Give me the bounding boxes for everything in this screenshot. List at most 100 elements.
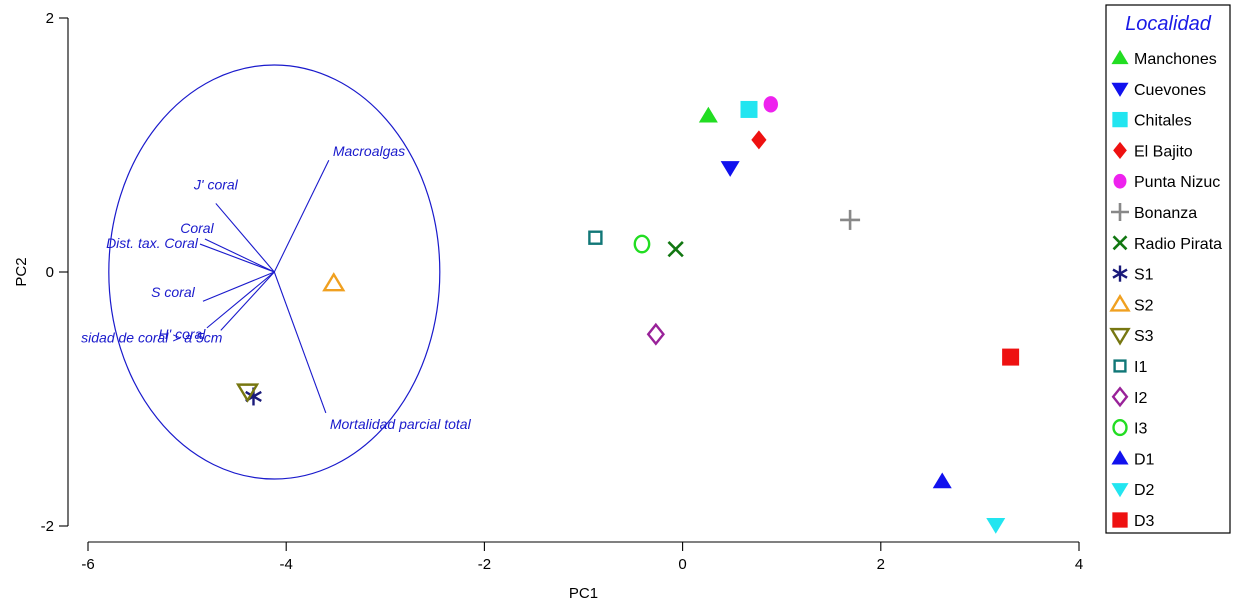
- vector-label: H' coral: [158, 326, 206, 342]
- vector-label: J' coral: [193, 176, 239, 192]
- legend-label: Radio Pirata: [1134, 236, 1222, 253]
- loading-vector: [215, 203, 275, 273]
- marker-shape: [1111, 450, 1129, 465]
- y-axis-title: PC2: [13, 257, 30, 286]
- marker-shape: [1112, 419, 1128, 437]
- legend-entry: Radio Pirata: [1112, 235, 1222, 253]
- legend-entry: D1: [1111, 450, 1155, 468]
- vector-label: sidad de coral > a 5cm: [81, 329, 223, 345]
- data-point: [588, 230, 603, 245]
- legend-entry: Chitales: [1112, 111, 1192, 130]
- y-tick-label: 0: [46, 264, 54, 281]
- data-point: [646, 322, 665, 346]
- marker-shape: [751, 130, 767, 150]
- loading-vector: [202, 271, 275, 302]
- data-point: [698, 106, 718, 123]
- legend-label: S2: [1134, 297, 1154, 314]
- marker-shape: [1112, 512, 1128, 528]
- vector-label: Mortalidad parcial total: [330, 416, 472, 432]
- legend: Localidad Manchones Cuevones Chitales El Baj…: [1105, 4, 1231, 534]
- loading-vector: [206, 271, 275, 329]
- marker-shape: [720, 161, 740, 177]
- legend-entry: El Bajito: [1113, 141, 1193, 160]
- legend-label: El Bajito: [1134, 143, 1193, 160]
- legend-marker: [1112, 111, 1128, 128]
- legend-label: D3: [1134, 513, 1155, 530]
- data-point: [667, 241, 684, 258]
- legend-entry: I2: [1111, 386, 1147, 408]
- legend-marker: [1112, 419, 1128, 437]
- legend-marker: [1111, 82, 1129, 97]
- marker-shape: [1111, 386, 1129, 408]
- x-tick-label: -6: [81, 556, 94, 573]
- y-tick-label: 2: [46, 10, 54, 27]
- legend-entry: D2: [1111, 482, 1155, 499]
- legend-label: Punta Nizuc: [1134, 174, 1220, 191]
- legend-marker: [1113, 173, 1127, 189]
- marker-shape: [740, 100, 758, 118]
- legend-label: D1: [1134, 451, 1155, 468]
- legend-label: I3: [1134, 421, 1147, 438]
- legend-label: I1: [1134, 359, 1147, 376]
- loading-vector: [199, 243, 275, 273]
- marker-shape: [1112, 268, 1128, 279]
- marker-shape: [763, 96, 778, 113]
- data-point: [322, 272, 346, 292]
- marker-shape: [667, 241, 684, 258]
- vector-label: Dist. tax. Coral: [106, 235, 199, 251]
- marker-shape: [1113, 359, 1127, 373]
- legend-marker: [1111, 450, 1129, 465]
- data-point: [932, 472, 952, 489]
- legend-entry: D3: [1112, 512, 1155, 530]
- marker-shape: [235, 383, 260, 403]
- x-tick-label: 0: [678, 556, 686, 573]
- vector-label: Coral: [180, 220, 214, 236]
- legend-entry: Bonanza: [1111, 203, 1197, 222]
- vector-label: S coral: [151, 284, 195, 300]
- legend-label: S1: [1134, 267, 1154, 284]
- marker-shape: [1113, 141, 1127, 159]
- legend-marker: [1109, 327, 1131, 346]
- marker-shape: [633, 234, 651, 254]
- legend-entry: I1: [1113, 359, 1147, 376]
- axes-layer: -6 -4 -2 0 2 4 -2 0 2 PC1 PC2: [13, 10, 1083, 602]
- data-point: [720, 161, 740, 177]
- loading-vector: [273, 271, 327, 414]
- legend-label: Cuevones: [1134, 82, 1206, 99]
- x-tick-label: 4: [1075, 556, 1083, 573]
- legend-label: I2: [1134, 390, 1147, 407]
- legend-entry: Punta Nizuc: [1113, 173, 1220, 191]
- data-point: [235, 383, 260, 403]
- marker-shape: [1111, 82, 1129, 97]
- marker-shape: [1109, 327, 1131, 346]
- y-tick-label: -2: [41, 518, 54, 535]
- data-point: [751, 130, 767, 150]
- legend-marker: [1112, 235, 1128, 251]
- loading-vector: [220, 271, 275, 331]
- legend-marker: [1112, 512, 1128, 528]
- legend-marker: [1111, 49, 1129, 65]
- legend-label: Chitales: [1134, 113, 1192, 130]
- marker-shape: [322, 272, 346, 292]
- marker-shape: [1113, 173, 1127, 189]
- legend-entry: S3: [1109, 327, 1154, 346]
- legend-marker: [1111, 386, 1129, 408]
- marker-shape: [698, 106, 718, 123]
- points-layer: [235, 96, 1020, 534]
- legend-entry: I3: [1112, 419, 1147, 438]
- marker-shape: [1112, 235, 1128, 251]
- x-axis-title: PC1: [569, 585, 598, 602]
- legend-marker: [1113, 359, 1127, 373]
- legend-marker: [1113, 141, 1127, 159]
- loading-vector: [204, 238, 275, 273]
- marker-shape: [1109, 293, 1131, 312]
- legend-entry: Cuevones: [1111, 82, 1206, 99]
- marker-shape: [1112, 111, 1128, 128]
- data-point: [840, 209, 861, 230]
- marker-shape: [646, 322, 665, 346]
- legend-marker: [1109, 293, 1131, 312]
- data-point: [1002, 348, 1020, 366]
- marker-shape: [1111, 483, 1129, 498]
- marker-shape: [588, 230, 603, 245]
